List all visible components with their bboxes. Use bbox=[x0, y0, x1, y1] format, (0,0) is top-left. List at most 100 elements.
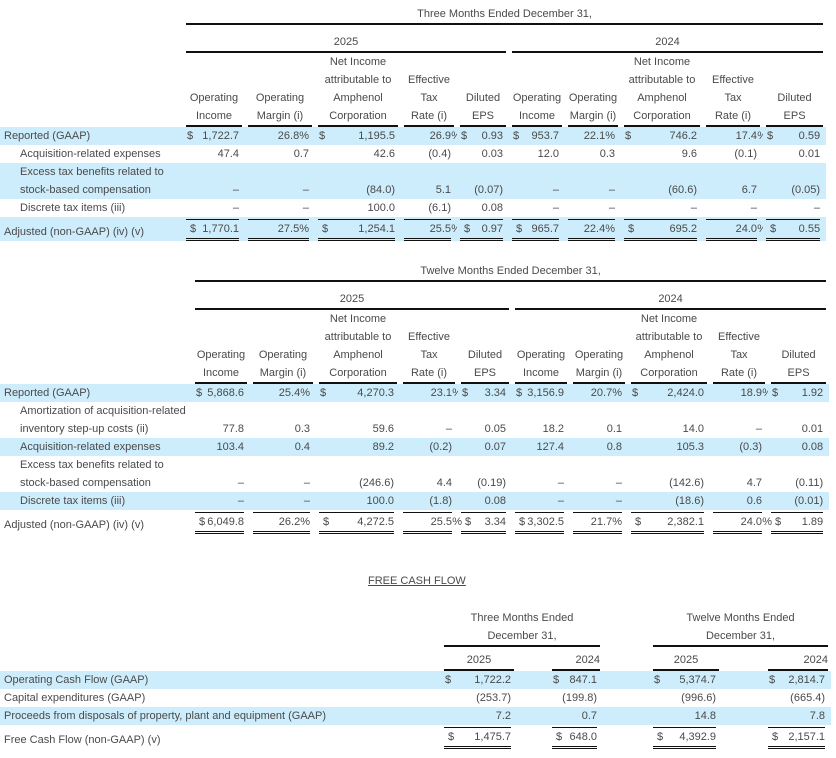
value-box: 0.05 bbox=[458, 420, 506, 438]
value-box: $2,382.1 bbox=[631, 512, 704, 534]
column-label: Net Income attributable to Amphenol Corp… bbox=[318, 53, 398, 127]
value-cell: (253.7) bbox=[441, 689, 517, 707]
value-box: 0.1 bbox=[570, 420, 622, 438]
value-cell: (0.19) bbox=[458, 456, 512, 492]
year-label: 2025 bbox=[195, 290, 509, 310]
value-cell: 0.3 bbox=[565, 145, 621, 163]
column-label: Operating Income bbox=[186, 89, 242, 127]
value: 3,156.9 bbox=[527, 387, 564, 399]
value-box: – bbox=[245, 199, 309, 217]
value: 2,424.0 bbox=[667, 387, 704, 399]
value-cell: $5,868.6 bbox=[192, 384, 250, 402]
value: 23.1 bbox=[430, 387, 452, 399]
row-label-text: Excess tax benefits related to stock-bas… bbox=[20, 459, 164, 489]
value-box: 0.7 bbox=[245, 145, 309, 163]
value-box: – bbox=[183, 181, 239, 199]
value: 127.4 bbox=[536, 441, 564, 453]
value-cell: (0.2) bbox=[400, 438, 458, 456]
column-label: Diluted EPS bbox=[766, 89, 824, 127]
row-label: Adjusted (non-GAAP) (iv) (v) bbox=[0, 217, 183, 241]
value: 14.8 bbox=[694, 710, 717, 722]
value-cell: 0.07 bbox=[458, 438, 512, 456]
value-cell: $1,475.7 bbox=[441, 725, 517, 749]
value: (0.05) bbox=[791, 184, 821, 196]
value: – bbox=[557, 477, 564, 489]
value-cell: (199.8) bbox=[549, 689, 603, 707]
value: 1.92 bbox=[801, 387, 824, 399]
period-label: Three Months Ended December 31, bbox=[186, 5, 824, 25]
row-label-text: Free Cash Flow (non-GAAP) (v) bbox=[4, 734, 161, 746]
value: (665.4) bbox=[790, 692, 826, 704]
value: – bbox=[690, 202, 697, 214]
value: (253.7) bbox=[476, 692, 511, 704]
value-box: 100.0 bbox=[315, 199, 395, 217]
column-header: Operating Margin (i) bbox=[570, 310, 628, 384]
currency-symbol: $ bbox=[322, 223, 329, 235]
value-box: $1,770.1 bbox=[186, 219, 239, 241]
value-cell: – bbox=[570, 456, 628, 492]
value: – bbox=[813, 202, 821, 214]
value-cell: $965.7 bbox=[509, 217, 565, 241]
value-cell: – bbox=[250, 492, 316, 510]
row-label-text: Reported (GAAP) bbox=[4, 130, 91, 142]
value-box: 7.2 bbox=[441, 707, 511, 725]
currency-symbol: $ bbox=[516, 387, 523, 399]
value: – bbox=[615, 477, 622, 489]
value: 2,814.7 bbox=[788, 674, 826, 686]
column-header: Net Income attributable to Amphenol Corp… bbox=[315, 53, 401, 127]
row-label-text: Discrete tax items (iii) bbox=[20, 495, 126, 507]
value-box: $4,392.9 bbox=[653, 727, 717, 749]
value: (1.8) bbox=[429, 495, 452, 507]
value-cell: (0.1) bbox=[703, 145, 763, 163]
value-box: $1,195.5 bbox=[315, 127, 395, 145]
value-cell: $1,770.1 bbox=[183, 217, 245, 241]
value: 103.4 bbox=[216, 441, 244, 453]
column-header-row: Operating Income Operating Margin (i) Net … bbox=[0, 53, 826, 127]
value-box: 18.2 bbox=[512, 420, 564, 438]
value-box: $953.7 bbox=[509, 127, 559, 145]
value-cell: $0.55 bbox=[763, 217, 827, 241]
value-cell: 0.3 bbox=[250, 402, 316, 438]
value: 0.01 bbox=[801, 423, 824, 435]
value: 0.97 bbox=[481, 223, 503, 235]
percent-symbol: % bbox=[757, 127, 767, 145]
value-box: 0.6 bbox=[710, 492, 762, 510]
spacer bbox=[0, 282, 192, 310]
value-cell: – bbox=[509, 163, 565, 199]
currency-symbol: $ bbox=[553, 674, 560, 686]
value-cell: 0.01 bbox=[763, 145, 826, 163]
value: (0.07) bbox=[474, 184, 503, 196]
percent-symbol: % bbox=[452, 384, 462, 402]
period-header: Three Months Ended December 31, bbox=[183, 5, 826, 25]
currency-symbol: $ bbox=[657, 731, 664, 743]
value-box: 24.0% bbox=[713, 512, 772, 534]
value: 7.8 bbox=[809, 710, 826, 722]
value-cell: $2,424.0 bbox=[628, 384, 710, 402]
value: – bbox=[552, 202, 559, 214]
value-box: 20.7% bbox=[570, 384, 622, 402]
value: – bbox=[237, 495, 244, 507]
row-label-text: Adjusted (non-GAAP) (iv) (v) bbox=[4, 519, 144, 531]
value-cell: (0.4) bbox=[401, 145, 457, 163]
three-months-reconciliation-table: Three Months Ended December 31, 2025 2024 O… bbox=[0, 5, 827, 241]
table-row: Discrete tax items (iii) – – 100.0 (1.8) 0.08… bbox=[0, 492, 830, 510]
value: – bbox=[608, 202, 615, 214]
value-cell: 0.4 bbox=[250, 438, 316, 456]
column-header: Effective Tax Rate (i) bbox=[710, 310, 768, 384]
spacer bbox=[0, 25, 183, 53]
value: 25.5 bbox=[430, 516, 452, 528]
value-cell: 17.4% bbox=[703, 127, 767, 145]
currency-symbol: $ bbox=[448, 731, 455, 743]
value-cell: 0.7 bbox=[245, 145, 315, 163]
value: – bbox=[302, 184, 309, 196]
value-cell: 22.1% bbox=[565, 127, 621, 145]
value-cell: 0.6 bbox=[710, 492, 768, 510]
value: 21.7% bbox=[590, 516, 622, 528]
value-box: 0.03 bbox=[457, 145, 503, 163]
value: 5.1 bbox=[435, 184, 451, 196]
column-label: Net Income attributable to Amphenol Corp… bbox=[624, 53, 700, 127]
value-cell: $1,722.7 bbox=[183, 127, 245, 145]
value: 4,392.9 bbox=[679, 731, 717, 743]
value-box: $4,270.3 bbox=[316, 384, 394, 402]
value-box: $0.55 bbox=[766, 219, 821, 241]
